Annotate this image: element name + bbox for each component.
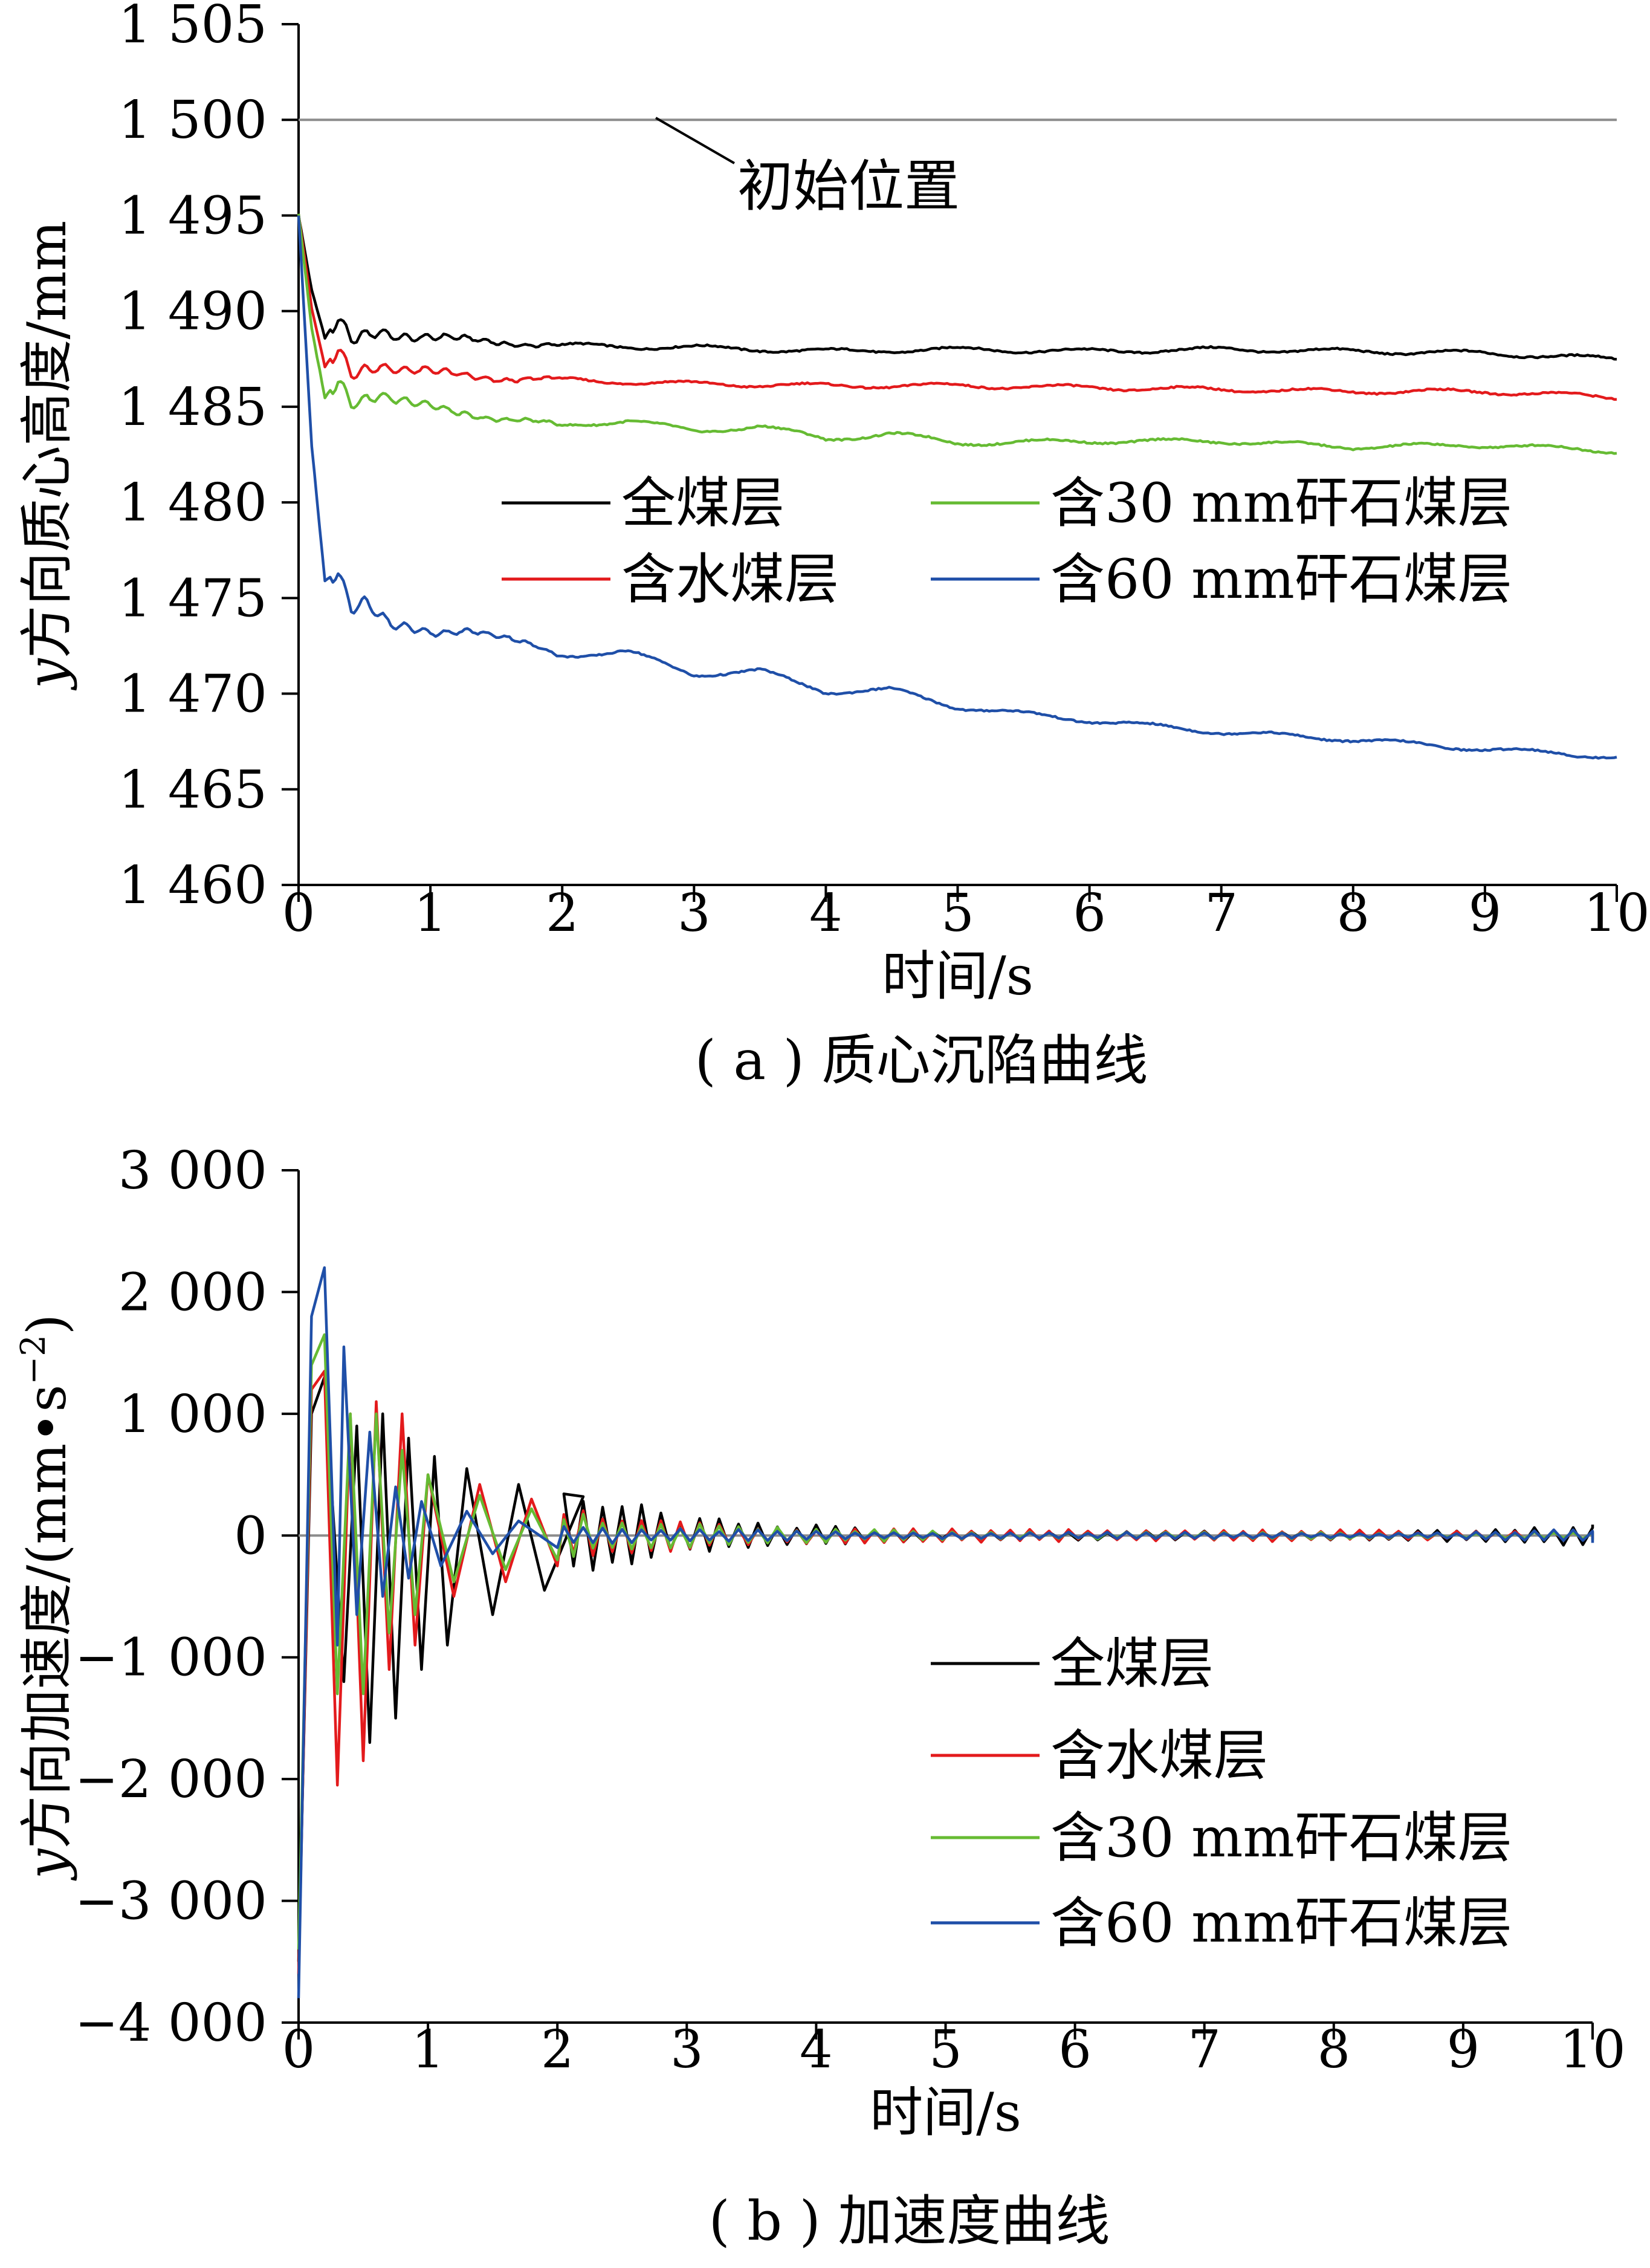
x-tick-label: 5 [929, 2020, 962, 2080]
panel-caption: ( a ) 质心沉陷曲线 [695, 1029, 1148, 1092]
y-tick-label: 1 485 [118, 377, 267, 438]
x-axis-label: 时间/s [870, 2081, 1021, 2143]
y-tick-label: −3 000 [75, 1871, 267, 1932]
x-tick-label: 4 [800, 2020, 833, 2080]
panel-b-chart: 0 1 2 3 4 5 6 7 8 9 10 −4 000 −3 000 −2 000 −1 000 0 1 0… [14, 1141, 1626, 2253]
y-tick-label: 0 [234, 1506, 267, 1566]
y-tick-label: 1 000 [118, 1384, 267, 1445]
y-tick-label: 1 480 [118, 473, 267, 533]
legend-label-2: 含30 mm矸石煤层 [1050, 1806, 1512, 1870]
x-tick-label: 4 [809, 883, 843, 944]
initial-position-label: 初始位置 [737, 154, 960, 219]
x-tick-label: 0 [282, 2020, 315, 2080]
y-tick-label: −1 000 [75, 1628, 267, 1688]
y-tick-label: −2 000 [75, 1749, 267, 1810]
series-line-2 [297, 213, 1617, 455]
x-tick-label: 9 [1469, 883, 1502, 944]
legend-label-2: 含30 mm矸石煤层 [1050, 471, 1512, 535]
y-tick-label: 2 000 [118, 1262, 267, 1323]
series-line-1 [297, 1370, 1594, 1974]
x-tick-label: 2 [541, 2020, 574, 2080]
x-tick-label: 7 [1188, 2020, 1221, 2080]
y-tick-label: 1 465 [118, 760, 267, 820]
series-line-3 [297, 1266, 1594, 1998]
x-tick-label: 0 [282, 883, 315, 944]
series-line-1 [297, 214, 1617, 401]
x-tick-label: 1 [414, 883, 447, 944]
y-axis-label: y方向加速度/(mm•s−2) [14, 1314, 78, 1882]
x-tick-label: 1 [412, 2020, 445, 2080]
legend-label-3: 含60 mm矸石煤层 [1050, 1891, 1512, 1955]
panel-caption: ( b ) 加速度曲线 [709, 2189, 1110, 2253]
x-axis-label: 时间/s [882, 945, 1034, 1007]
y-tick-label: 1 490 [118, 282, 267, 342]
legend-label-1: 含水煤层 [1050, 1724, 1268, 1787]
legend-label-3: 含60 mm矸石煤层 [1050, 548, 1512, 611]
y-axis-label-end: ) [16, 1314, 78, 1335]
x-tick-label: 7 [1205, 883, 1238, 944]
y-axis-label-variable: y [16, 1848, 78, 1881]
y-tick-label: 1 460 [118, 855, 267, 916]
y-tick-label: 3 000 [118, 1141, 267, 1201]
x-tick-label: 6 [1073, 883, 1106, 944]
y-axis-label-variable: y [16, 658, 78, 691]
legend-label-0: 全煤层 [1050, 1632, 1214, 1696]
y-tick-label: 1 500 [118, 90, 267, 151]
series-line-3 [297, 215, 1617, 760]
x-tick-label: 5 [941, 883, 974, 944]
legend-label-1: 含水煤层 [621, 548, 839, 611]
x-tick-label: 8 [1317, 2020, 1350, 2080]
series-line-0 [297, 1376, 1594, 1962]
y-tick-label: −4 000 [75, 1993, 267, 2053]
y-axis-label: y方向质心高度/mm [16, 221, 78, 691]
x-tick-label: 2 [546, 883, 579, 944]
y-tick-label: 1 470 [118, 664, 267, 725]
x-tick-label: 3 [670, 2020, 704, 2080]
y-axis-label-text: 方向加速度/(mm•s [16, 1385, 78, 1849]
initial-position-leader [655, 117, 735, 164]
panel-a-chart: 0 1 2 3 4 5 6 7 8 9 10 1 460 1 465 1 470 1 475 1 480 1 4… [16, 0, 1650, 1092]
x-tick-label: 10 [1559, 2020, 1625, 2080]
x-tick-label: 8 [1336, 883, 1370, 944]
x-tick-label: 10 [1584, 883, 1649, 944]
x-tick-label: 6 [1058, 2020, 1092, 2080]
y-tick-label: 1 495 [118, 186, 267, 246]
x-tick-label: 3 [678, 883, 711, 944]
y-tick-label: 1 505 [118, 0, 267, 55]
series-line-0 [297, 215, 1617, 361]
legend-label-0: 全煤层 [621, 471, 785, 535]
y-tick-label: 1 475 [118, 568, 267, 629]
y-axis-label-text: 方向质心高度/mm [16, 221, 78, 659]
x-tick-label: 9 [1447, 2020, 1480, 2080]
y-axis-label-superscript: −2 [14, 1335, 53, 1385]
